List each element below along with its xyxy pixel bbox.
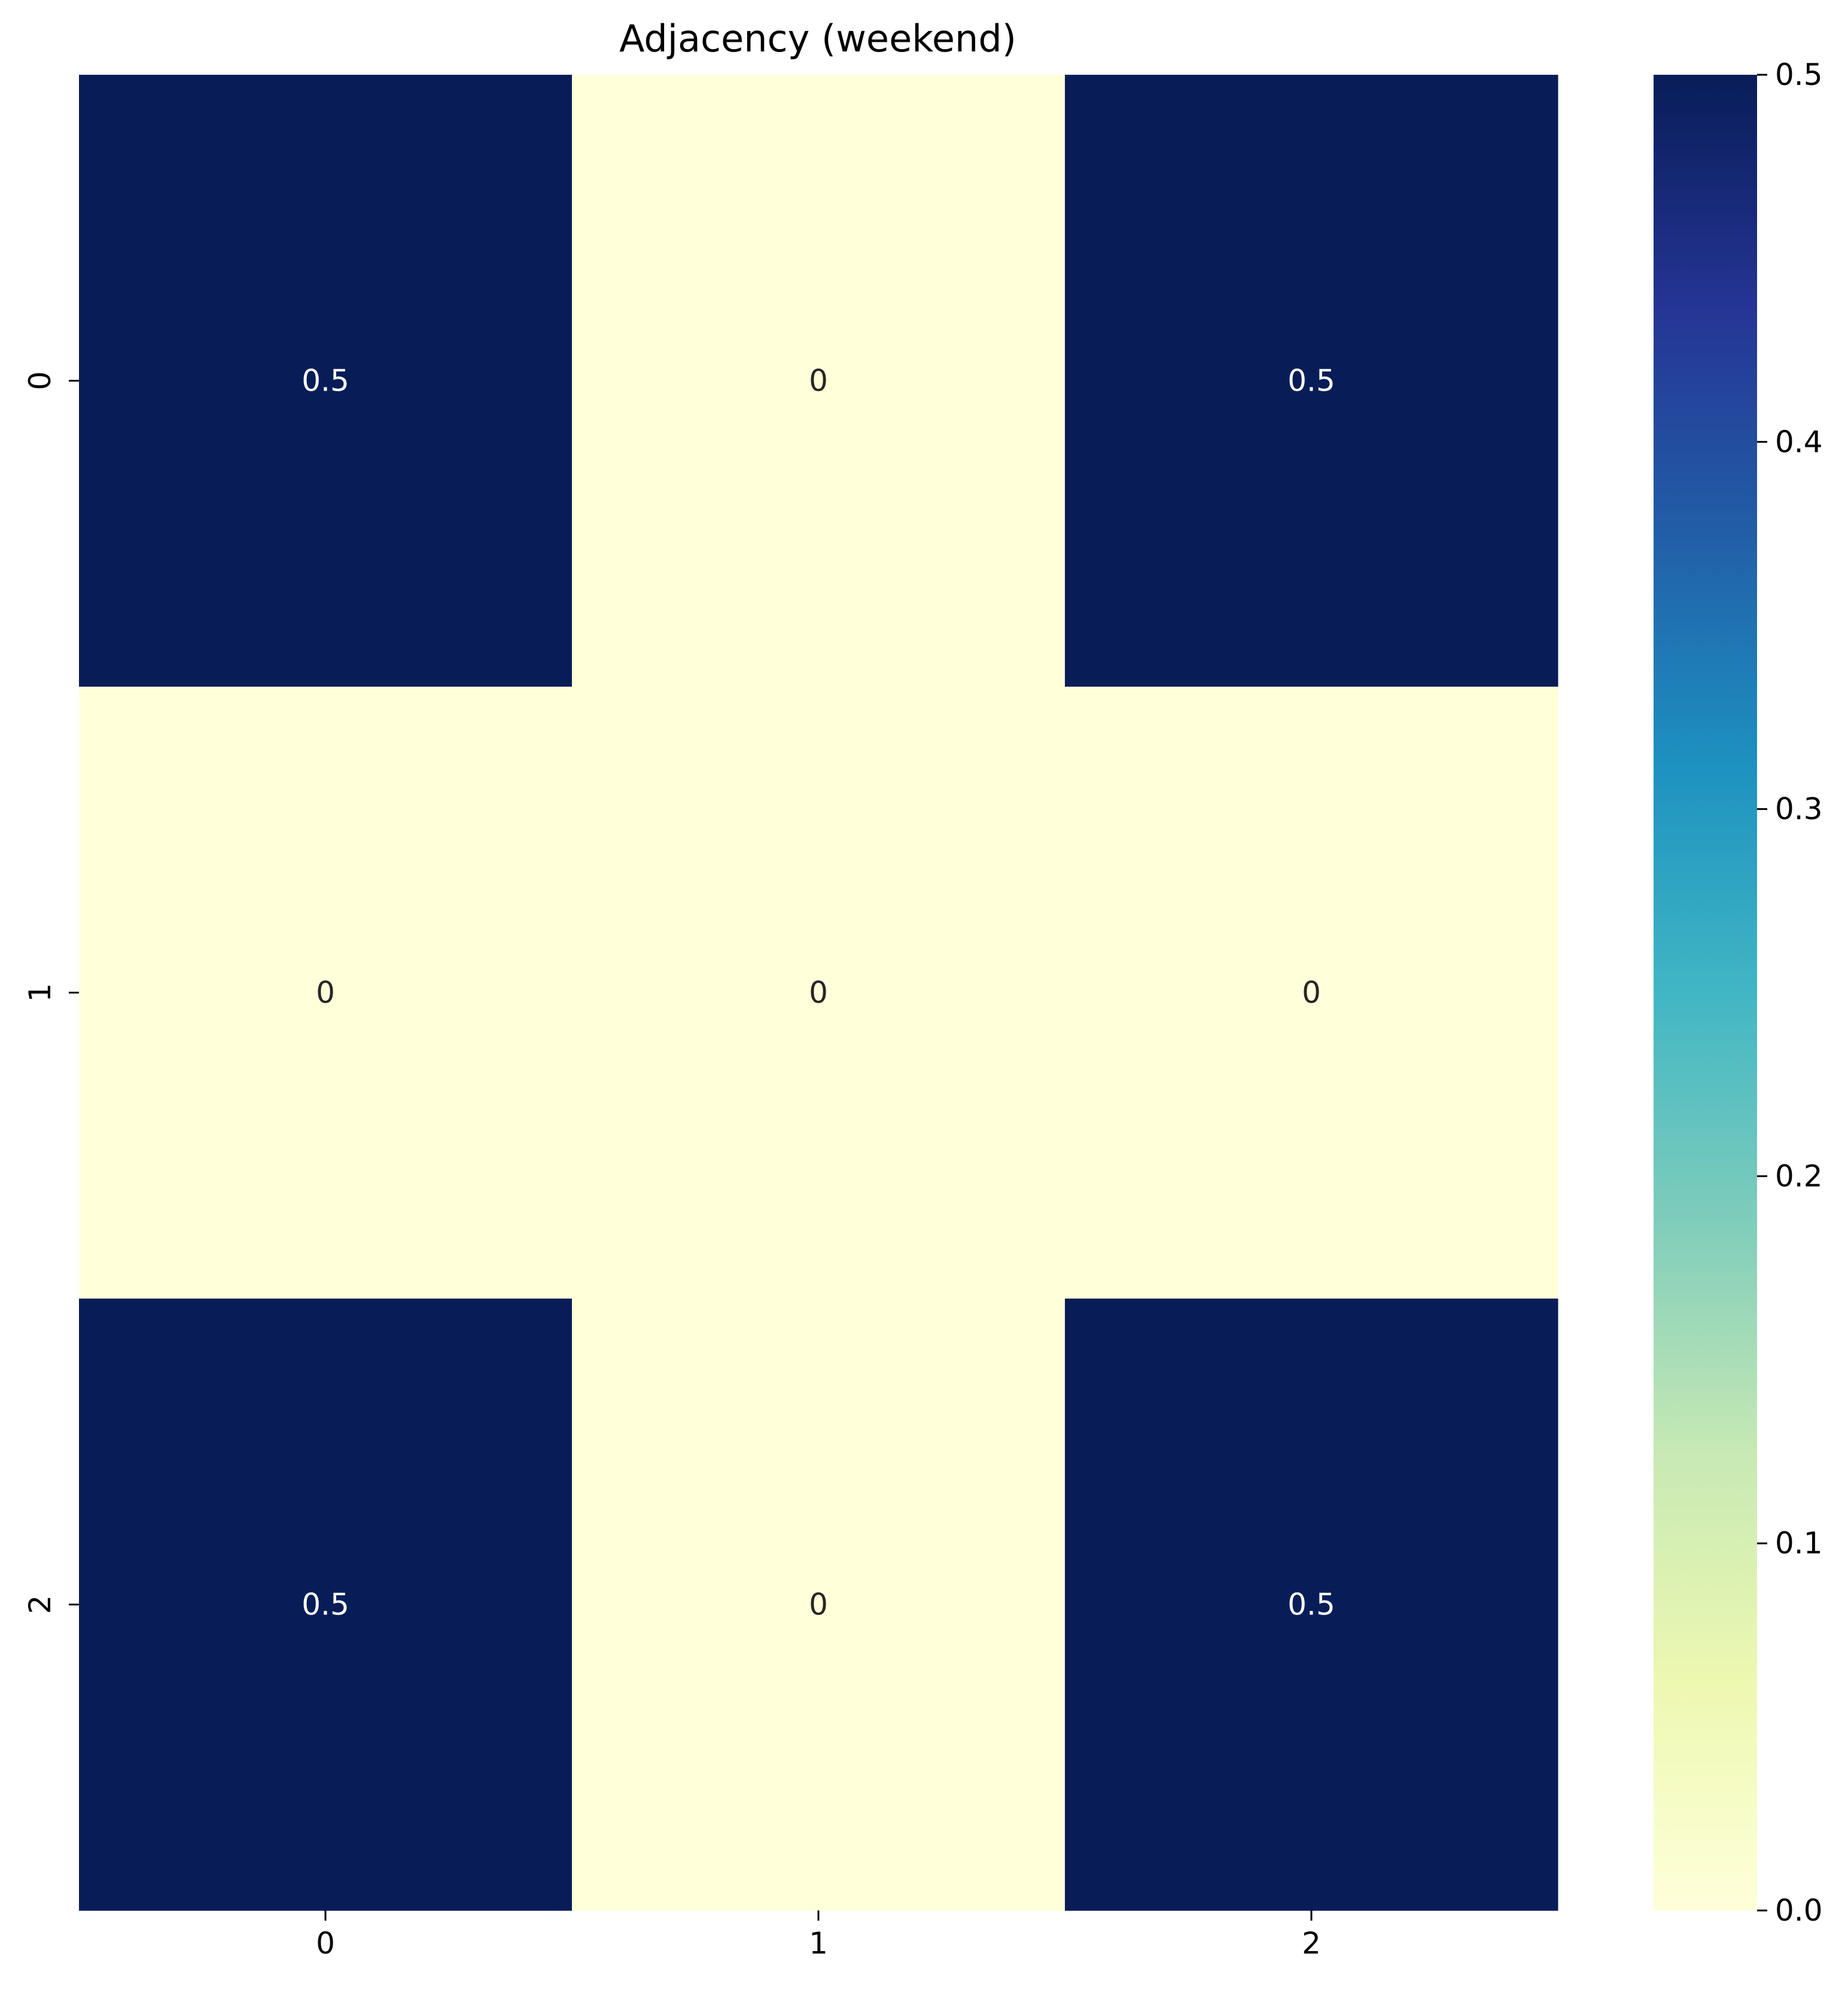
colorbar-tick-label: 0.5 (1775, 57, 1823, 92)
cell-label-r0-c1: 0 (809, 364, 828, 398)
cell-label-r1-c0: 0 (316, 976, 335, 1010)
heatmap-cell-r1-c1 (572, 687, 1065, 1299)
cell-label-r0-c0: 0.5 (302, 364, 349, 398)
y-tick-label: 1 (23, 983, 57, 1002)
heatmap-cell-r1-c2 (1065, 687, 1558, 1299)
heatmap-cell-r0-c0 (79, 75, 573, 687)
y-tick-label: 2 (23, 1595, 57, 1614)
heatmap-cell-r2-c2 (1065, 1299, 1558, 1911)
heatmap-cell-r1-c0 (79, 687, 573, 1299)
heatmap-cell-r2-c1 (572, 1299, 1065, 1911)
colorbar-gradient (1654, 75, 1757, 1910)
colorbar: 0.0 0.1 0.2 0.3 0.4 0.5 (1654, 57, 1823, 1928)
x-axis: 0 1 2 (316, 1910, 1321, 1961)
colorbar-tick-label: 0.4 (1775, 425, 1823, 459)
x-tick-label: 1 (809, 1926, 828, 1961)
cell-label-r1-c2: 0 (1302, 976, 1321, 1010)
x-tick-label: 2 (1302, 1926, 1321, 1961)
cell-label-r2-c2: 0.5 (1287, 1587, 1335, 1622)
heatmap-cells (79, 75, 1558, 1911)
y-tick-label: 0 (23, 371, 57, 391)
cell-label-r2-c1: 0 (809, 1587, 828, 1622)
heatmap-cell-r0-c2 (1065, 75, 1558, 687)
y-axis: 0 1 2 (23, 371, 79, 1614)
cell-label-r1-c1: 0 (809, 976, 828, 1010)
colorbar-tick-label: 0.2 (1775, 1159, 1823, 1193)
x-tick-label: 0 (316, 1926, 335, 1961)
colorbar-tick-label: 0.1 (1775, 1526, 1823, 1561)
cell-label-r0-c2: 0.5 (1287, 364, 1335, 398)
colorbar-tick-label: 0.0 (1775, 1893, 1823, 1928)
heatmap-cell-r0-c1 (572, 75, 1065, 687)
heatmap-cell-labels: 0.5 0 0.5 0 0 0 0.5 0 0.5 (302, 364, 1335, 1622)
chart-title: Adjacency (weekend) (619, 17, 1016, 60)
cell-label-r2-c0: 0.5 (302, 1587, 349, 1622)
heatmap-cell-r2-c0 (79, 1299, 573, 1911)
colorbar-tick-label: 0.3 (1775, 792, 1823, 827)
